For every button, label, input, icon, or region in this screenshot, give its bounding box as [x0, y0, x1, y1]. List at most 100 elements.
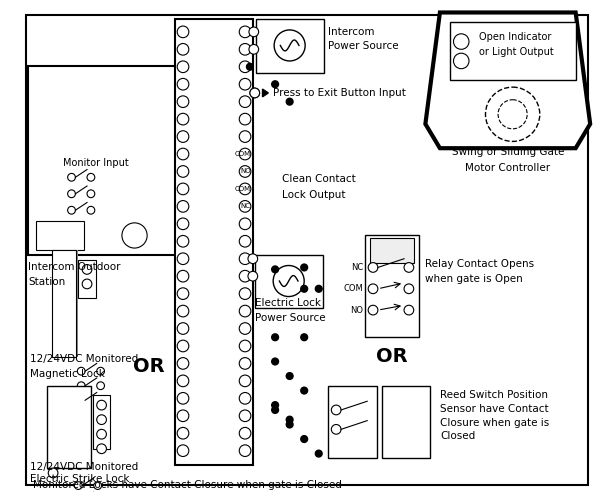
Circle shape [122, 223, 147, 248]
Circle shape [272, 266, 278, 273]
Text: 12/24VDC Monitored: 12/24VDC Monitored [30, 354, 138, 364]
Circle shape [404, 284, 414, 294]
Circle shape [239, 253, 251, 264]
Circle shape [67, 206, 76, 214]
Circle shape [239, 410, 251, 422]
Circle shape [94, 482, 101, 490]
Circle shape [239, 114, 251, 125]
Circle shape [239, 340, 251, 352]
Circle shape [177, 61, 189, 72]
Circle shape [177, 392, 189, 404]
Text: Intercom Outdoor: Intercom Outdoor [28, 262, 120, 272]
Circle shape [177, 183, 189, 194]
Circle shape [239, 183, 251, 194]
Circle shape [249, 44, 259, 54]
Circle shape [286, 98, 293, 105]
Text: Press to Exit Button Input: Press to Exit Button Input [273, 88, 406, 98]
Text: Clean Contact: Clean Contact [282, 174, 356, 184]
Text: COM: COM [343, 284, 364, 294]
Circle shape [272, 334, 278, 340]
Circle shape [77, 382, 85, 390]
Circle shape [368, 306, 378, 315]
Circle shape [97, 415, 107, 424]
Text: NO: NO [350, 306, 364, 314]
Text: Open Indicator: Open Indicator [479, 32, 551, 42]
Circle shape [272, 406, 278, 414]
Circle shape [274, 30, 305, 61]
Text: or Light Output: or Light Output [479, 47, 554, 57]
Circle shape [77, 396, 85, 404]
Text: Closure when gate is: Closure when gate is [440, 418, 549, 428]
Circle shape [248, 272, 257, 281]
Text: Intercom: Intercom [328, 27, 375, 37]
Bar [52, 250, 76, 356]
Bar [78, 260, 96, 298]
Circle shape [87, 174, 95, 181]
Text: when gate is Open: when gate is Open [426, 274, 523, 284]
Circle shape [239, 200, 251, 212]
Text: NC: NC [351, 263, 364, 272]
Circle shape [97, 396, 104, 404]
Circle shape [286, 421, 293, 428]
Circle shape [74, 496, 82, 500]
Text: NO: NO [240, 168, 251, 174]
Circle shape [286, 416, 293, 423]
Circle shape [177, 44, 189, 55]
Circle shape [87, 190, 95, 198]
Text: 12/24VDC Monitored: 12/24VDC Monitored [30, 462, 138, 472]
Circle shape [177, 445, 189, 456]
Circle shape [239, 322, 251, 334]
Text: COM: COM [235, 151, 251, 157]
Bar [47, 386, 91, 468]
Text: NC: NC [241, 204, 251, 210]
Circle shape [87, 206, 95, 214]
Text: Monitor Input: Monitor Input [63, 158, 129, 168]
Circle shape [82, 279, 92, 289]
Circle shape [249, 27, 259, 36]
Circle shape [239, 61, 251, 72]
Circle shape [177, 78, 189, 90]
Text: Reed Switch Position: Reed Switch Position [440, 390, 548, 400]
Polygon shape [262, 89, 268, 97]
Bar [256, 20, 324, 72]
Circle shape [239, 306, 251, 317]
Circle shape [486, 87, 540, 142]
Circle shape [239, 148, 251, 160]
Circle shape [94, 496, 101, 500]
Text: OR: OR [134, 357, 165, 376]
Text: Motor Controller: Motor Controller [465, 162, 550, 172]
Circle shape [250, 88, 260, 98]
Circle shape [48, 468, 58, 478]
Text: Power Source: Power Source [254, 313, 325, 323]
Circle shape [498, 100, 527, 129]
Circle shape [331, 424, 341, 434]
Bar [254, 255, 322, 308]
Bar [175, 20, 253, 465]
Circle shape [454, 34, 469, 50]
Circle shape [247, 64, 253, 70]
Text: Magnetic Lock: Magnetic Lock [30, 369, 105, 379]
Polygon shape [426, 12, 590, 148]
Circle shape [177, 218, 189, 230]
Circle shape [301, 387, 308, 394]
Circle shape [368, 262, 378, 272]
Circle shape [82, 264, 92, 274]
Circle shape [239, 131, 251, 142]
Circle shape [67, 174, 76, 181]
Circle shape [239, 44, 251, 55]
Circle shape [177, 306, 189, 317]
Circle shape [177, 270, 189, 282]
Circle shape [97, 430, 107, 439]
Circle shape [239, 236, 251, 247]
Circle shape [74, 482, 82, 490]
Bar [66, 250, 78, 356]
Text: Lock Output: Lock Output [282, 190, 346, 200]
Circle shape [97, 444, 107, 454]
Bar [449, 22, 576, 80]
Circle shape [177, 375, 189, 386]
Circle shape [239, 375, 251, 386]
Circle shape [239, 78, 251, 90]
Bar [382, 386, 430, 458]
Circle shape [301, 334, 308, 340]
Bar [28, 66, 178, 255]
